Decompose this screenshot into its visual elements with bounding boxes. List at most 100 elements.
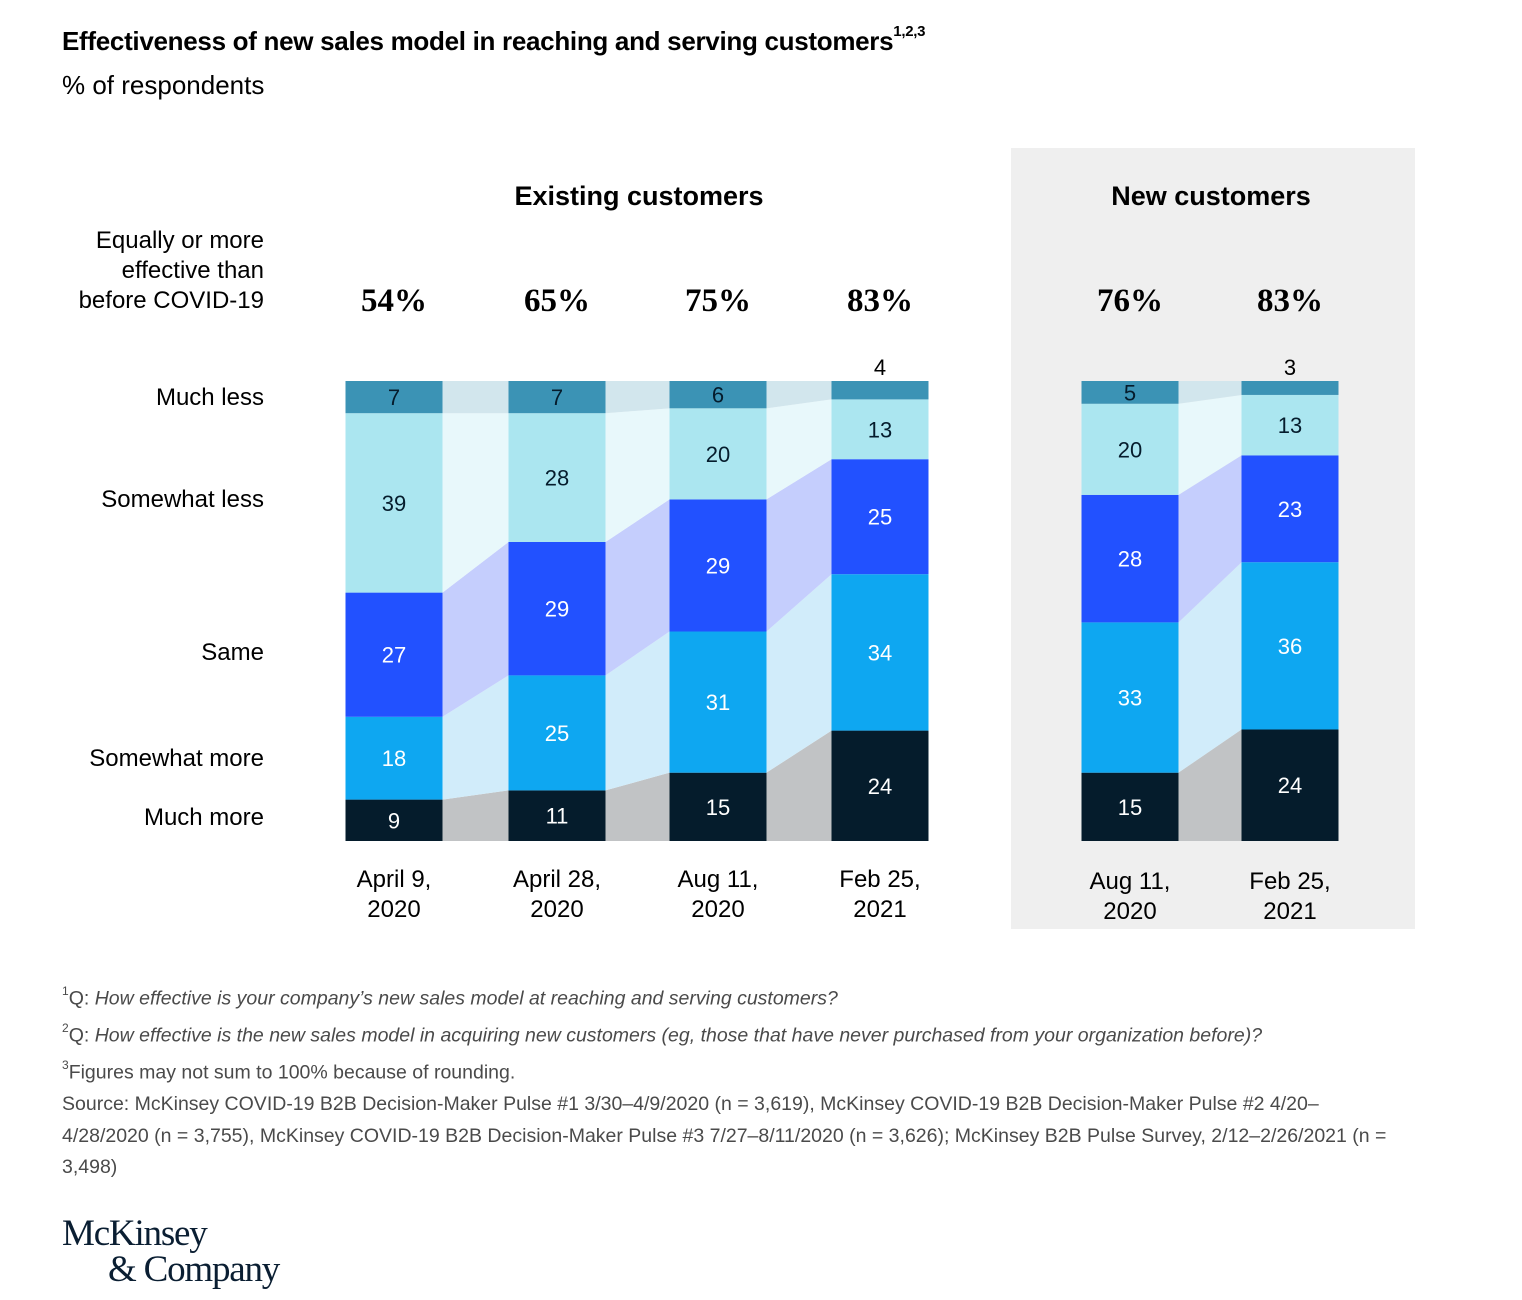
existing-value-somewhat-less-2: 28 bbox=[545, 466, 569, 491]
existing-connector-same-3 bbox=[766, 459, 832, 632]
existing-category-label-4-line-1: Feb 25, bbox=[839, 866, 920, 893]
new-value-somewhat-less-2: 13 bbox=[1278, 413, 1302, 438]
existing-connector-somewhat-more-3 bbox=[766, 574, 832, 773]
existing-value-same-3: 29 bbox=[706, 553, 730, 578]
mckinsey-logo: McKinsey & Company bbox=[62, 1215, 280, 1290]
existing-connector-somewhat-more-1 bbox=[442, 675, 509, 800]
existing-value-somewhat-more-3: 31 bbox=[706, 690, 730, 715]
existing-category-label-4-line-2: 2021 bbox=[853, 896, 906, 923]
existing-bar-same-1 bbox=[345, 592, 443, 717]
existing-bar-somewhat-more-2 bbox=[508, 675, 606, 791]
new-category-label-2-line-1: Feb 25, bbox=[1249, 868, 1330, 895]
existing-category-label-3-line-1: Aug 11, bbox=[678, 866, 759, 893]
existing-bar-much-more-2 bbox=[508, 790, 606, 841]
existing-category-label-1-line-2: 2020 bbox=[367, 896, 420, 923]
footnote-1: 1Q: How effective is your company’s new … bbox=[62, 984, 838, 1010]
existing-value-much-more-2: 11 bbox=[546, 804, 569, 829]
existing-value-same-2: 29 bbox=[545, 597, 569, 622]
chart-title: Effectiveness of new sales model in reac… bbox=[62, 23, 926, 57]
existing-connector-same-1 bbox=[442, 542, 509, 717]
new-value-same-2: 23 bbox=[1278, 497, 1302, 522]
existing-bar-much-more-4 bbox=[831, 730, 929, 841]
new-bar-somewhat-less-2 bbox=[1241, 394, 1339, 456]
existing-connector-somewhat-more-2 bbox=[605, 631, 670, 791]
chart-subtitle: % of respondents bbox=[62, 70, 265, 100]
existing-value-much-less-4: 4 bbox=[874, 355, 886, 380]
existing-value-same-1: 27 bbox=[382, 643, 406, 668]
existing-bar-much-more-3 bbox=[669, 772, 767, 841]
new-connector-somewhat-less-1 bbox=[1178, 394, 1242, 495]
new-value-somewhat-less-1: 20 bbox=[1118, 437, 1142, 462]
existing-bar-somewhat-less-3 bbox=[669, 408, 767, 500]
new-connector-somewhat-more-1 bbox=[1178, 562, 1242, 773]
existing-equally-or-more-1: 54% bbox=[361, 283, 427, 319]
row-label-somewhat-less: Somewhat less bbox=[101, 486, 264, 513]
existing-value-much-less-3: 6 bbox=[712, 383, 724, 408]
row-label-somewhat-more: Somewhat more bbox=[89, 745, 264, 772]
new-value-much-less-2: 3 bbox=[1284, 355, 1296, 380]
new-connector-much-more-1 bbox=[1178, 729, 1242, 841]
new-bar-somewhat-less-1 bbox=[1081, 403, 1179, 495]
source-note: Source: McKinsey COVID-19 B2B Decision-M… bbox=[62, 1093, 1387, 1178]
existing-bar-same-2 bbox=[508, 542, 606, 676]
existing-value-much-more-1: 9 bbox=[388, 808, 400, 833]
footnotes: 1Q: How effective is your company’s new … bbox=[62, 978, 1392, 1184]
footnote-2: 2Q: How effective is the new sales model… bbox=[62, 1021, 1263, 1047]
new-value-much-less-1: 5 bbox=[1124, 380, 1136, 405]
existing-connector-much-more-2 bbox=[605, 772, 670, 841]
existing-bar-somewhat-more-4 bbox=[831, 574, 929, 731]
existing-value-somewhat-less-4: 13 bbox=[868, 417, 892, 442]
new-value-somewhat-more-1: 33 bbox=[1118, 686, 1142, 711]
existing-value-much-more-4: 24 bbox=[868, 774, 892, 799]
existing-connector-much-less-3 bbox=[766, 381, 832, 409]
new-value-somewhat-more-2: 36 bbox=[1278, 634, 1302, 659]
new-bar-somewhat-more-2 bbox=[1241, 562, 1339, 730]
existing-bar-much-less-4 bbox=[831, 381, 929, 400]
existing-bar-somewhat-less-4 bbox=[831, 399, 929, 460]
new-bar-much-less-2 bbox=[1241, 381, 1339, 395]
row-label-same: Same bbox=[201, 639, 264, 666]
chart-title-footnote-refs: 1,2,3 bbox=[893, 23, 926, 41]
existing-bar-somewhat-more-3 bbox=[669, 631, 767, 773]
existing-equally-or-more-2: 65% bbox=[524, 283, 590, 319]
existing-category-label-1-line-1: April 9, bbox=[357, 866, 432, 893]
existing-bar-same-4 bbox=[831, 459, 929, 575]
existing-value-somewhat-more-1: 18 bbox=[382, 746, 406, 771]
new-bar-much-more-1 bbox=[1081, 772, 1179, 841]
new-connector-much-less-1 bbox=[1178, 381, 1242, 404]
existing-category-label-2-line-1: April 28, bbox=[513, 866, 601, 893]
existing-value-much-less-1: 7 bbox=[388, 385, 400, 410]
new-value-much-more-1: 15 bbox=[1118, 795, 1142, 820]
logo-line-2: & Company bbox=[108, 1249, 280, 1290]
existing-bar-somewhat-less-1 bbox=[345, 413, 443, 593]
existing-bar-much-less-1 bbox=[345, 381, 443, 414]
new-value-same-1: 28 bbox=[1118, 547, 1142, 572]
existing-connector-much-less-2 bbox=[605, 381, 670, 414]
existing-value-somewhat-less-3: 20 bbox=[706, 442, 730, 467]
existing-value-same-4: 25 bbox=[868, 505, 892, 530]
new-bar-same-2 bbox=[1241, 455, 1339, 563]
existing-equally-or-more-3: 75% bbox=[685, 283, 751, 319]
new-connector-same-1 bbox=[1178, 455, 1242, 623]
new-bar-somewhat-more-1 bbox=[1081, 622, 1179, 773]
new-bar-much-less-1 bbox=[1081, 381, 1179, 404]
row-label-much-more: Much more bbox=[144, 804, 264, 831]
existing-value-somewhat-more-4: 34 bbox=[868, 640, 892, 665]
existing-connector-much-more-3 bbox=[766, 730, 832, 841]
row-label-equally-or-more-line-3: before COVID-19 bbox=[79, 287, 264, 314]
existing-equally-or-more-4: 83% bbox=[847, 283, 913, 319]
existing-bar-much-less-3 bbox=[669, 381, 767, 409]
existing-connector-much-less-1 bbox=[442, 381, 509, 414]
new-group-title: New customers bbox=[1111, 181, 1311, 211]
new-equally-or-more-1: 76% bbox=[1097, 283, 1163, 319]
existing-value-somewhat-more-2: 25 bbox=[545, 721, 569, 746]
existing-bar-much-less-2 bbox=[508, 381, 606, 414]
existing-connector-same-2 bbox=[605, 499, 670, 676]
new-category-label-2-line-2: 2021 bbox=[1263, 898, 1316, 925]
row-label-equally-or-more-line-2: effective than bbox=[122, 257, 264, 284]
existing-bar-somewhat-less-2 bbox=[508, 413, 606, 542]
existing-connector-much-more-1 bbox=[442, 790, 509, 841]
existing-bar-somewhat-more-1 bbox=[345, 716, 443, 800]
new-category-label-1-line-1: Aug 11, bbox=[1090, 868, 1171, 895]
